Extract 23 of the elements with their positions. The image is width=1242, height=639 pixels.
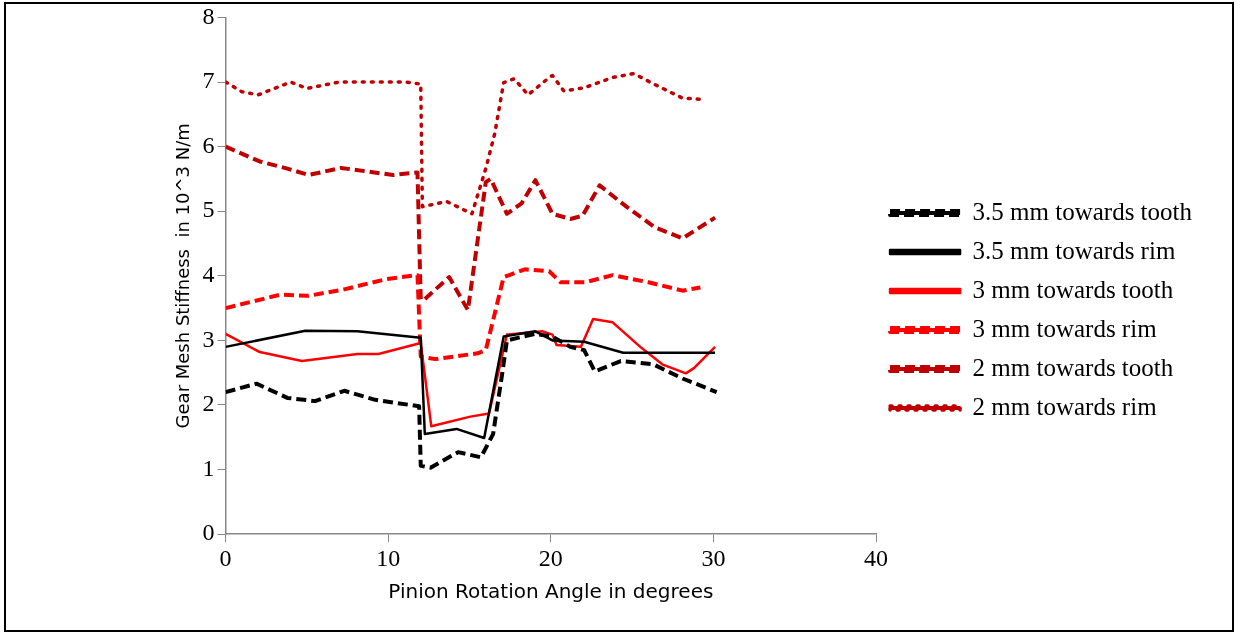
- y-tick-label: 2: [202, 390, 215, 417]
- y-tick-label: 3: [202, 325, 215, 352]
- x-tick-label: 0: [219, 544, 232, 571]
- line-series: [225, 331, 719, 470]
- y-tick-label: 5: [202, 196, 215, 223]
- legend-label: 2 mm towards rim: [972, 392, 1158, 420]
- y-tick-label: 0: [202, 519, 215, 546]
- x-tick-label: 30: [701, 544, 726, 571]
- y-tick-label: 4: [202, 261, 215, 288]
- legend-label: 3.5 mm towards rim: [972, 236, 1176, 264]
- x-axis-title: Pinion Rotation Angle in degrees: [388, 579, 714, 604]
- legend-label: 3 mm towards tooth: [972, 275, 1174, 303]
- y-tick-label: 1: [202, 454, 215, 481]
- y-axis-title: Gear Mesh Stiffness in 10^3 N/m: [172, 123, 194, 429]
- legend-label: 3.5 mm towards tooth: [972, 197, 1193, 225]
- y-tick-label: 7: [202, 67, 215, 94]
- x-tick-label: 40: [864, 544, 889, 571]
- y-tick-label: 8: [202, 2, 215, 29]
- legend-label: 2 mm towards tooth: [972, 353, 1174, 381]
- y-tick-label: 6: [202, 131, 215, 158]
- x-tick-label: 20: [538, 544, 563, 571]
- x-tick-label: 10: [376, 544, 401, 571]
- legend-label: 3 mm towards rim: [972, 314, 1158, 342]
